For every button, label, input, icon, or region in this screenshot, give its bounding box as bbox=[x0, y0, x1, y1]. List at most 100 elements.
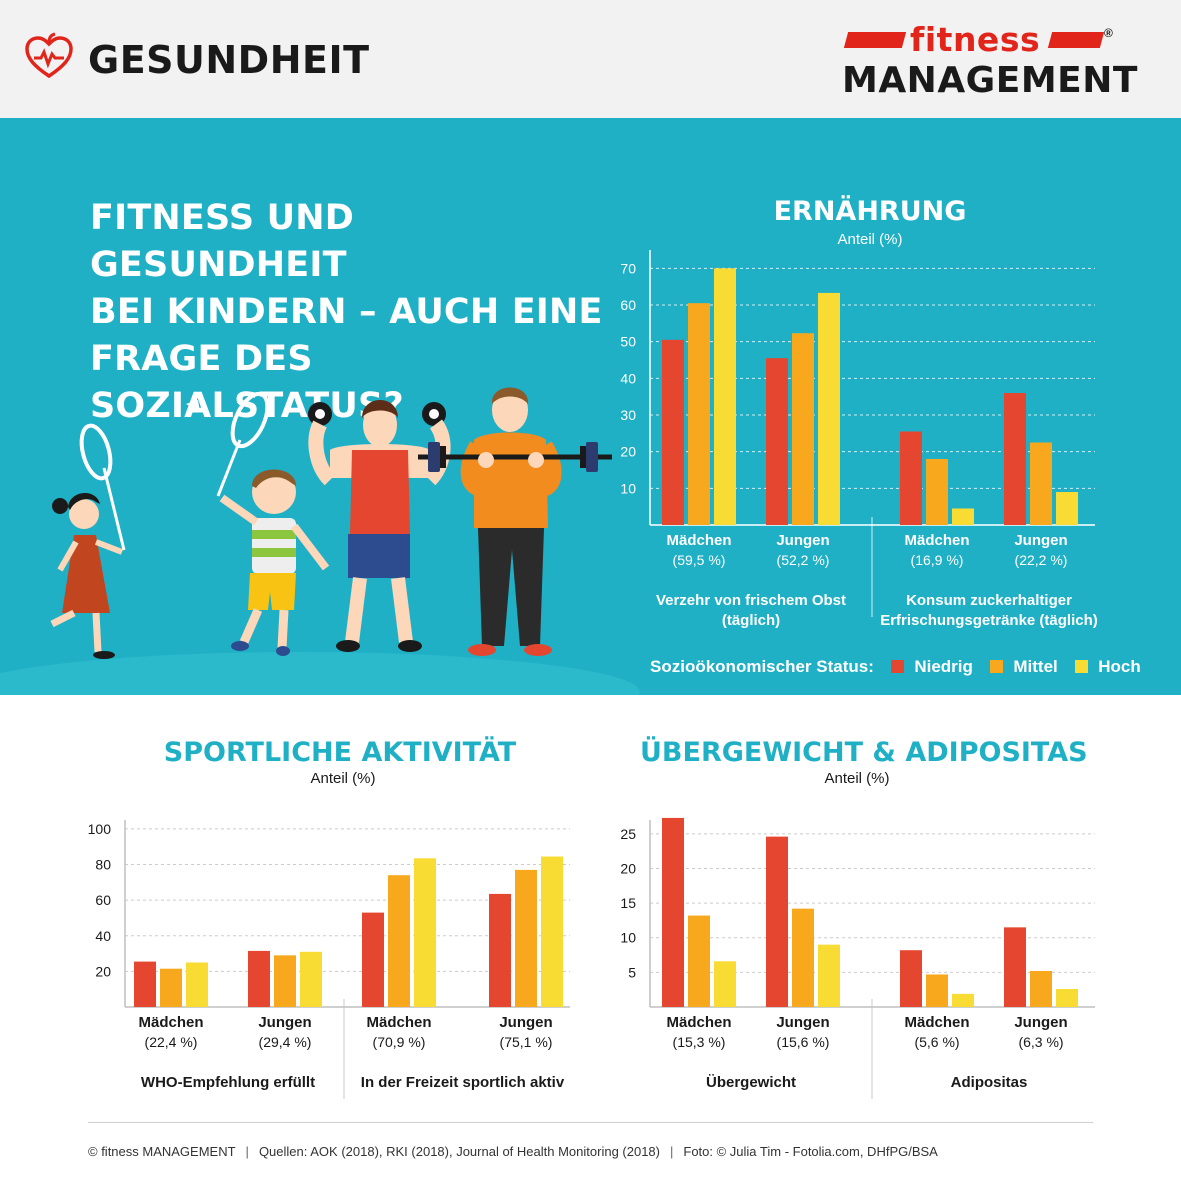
bar-hoch bbox=[714, 268, 736, 525]
chart-title-sport: SPORTLICHE AKTIVITÄT bbox=[163, 737, 517, 768]
bar-hoch bbox=[818, 944, 840, 1007]
bar-mittel bbox=[792, 333, 814, 525]
man-dumbbells-figure bbox=[308, 400, 451, 652]
category-label: Mädchen bbox=[666, 532, 731, 549]
y-tick-label: 100 bbox=[88, 821, 112, 837]
bar-niedrig bbox=[662, 817, 684, 1007]
chart-uebergewicht: 5 10 15 20 25 Mädchen (15,3 %) Jungen (15,6 %) Mä… bbox=[620, 817, 1095, 1099]
group-label: WHO-Empfehlung erfüllt bbox=[141, 1074, 315, 1091]
bar-mittel bbox=[688, 303, 710, 525]
category-label: Jungen bbox=[776, 532, 829, 549]
bar-niedrig bbox=[1004, 393, 1026, 525]
category-label: Jungen bbox=[258, 1014, 311, 1031]
boy-figure bbox=[216, 391, 330, 656]
chart-title-ernaehrung: ERNÄHRUNG bbox=[773, 196, 967, 227]
bar-niedrig bbox=[134, 961, 156, 1007]
headline: FITNESS UND GESUNDHEIT BEI KINDERN – AUC… bbox=[90, 195, 610, 430]
y-tick-label: 40 bbox=[620, 370, 636, 386]
bar-hoch bbox=[541, 856, 563, 1007]
bar-niedrig bbox=[248, 950, 270, 1007]
legend-item-hoch: Hoch bbox=[1098, 656, 1141, 676]
category-label: Jungen bbox=[1014, 532, 1067, 549]
bar-mittel bbox=[926, 974, 948, 1007]
bar-hoch bbox=[414, 858, 436, 1007]
footer-separator: | bbox=[669, 1144, 674, 1159]
y-tick-label: 60 bbox=[620, 297, 636, 313]
category-label: Mädchen bbox=[904, 1014, 969, 1031]
group-label: In der Freizeit sportlich aktiv bbox=[361, 1074, 565, 1091]
logo-fitness-text: fitness bbox=[910, 20, 1041, 59]
legend-swatch-niedrig bbox=[890, 660, 904, 674]
chart-ylabel-sport: Anteil (%) bbox=[310, 770, 376, 787]
bar-hoch bbox=[300, 951, 322, 1007]
bar-hoch bbox=[714, 961, 736, 1007]
y-tick-label: 10 bbox=[620, 480, 636, 496]
footer-photo: Foto: © Julia Tim - Fotolia.com, DHfPG/B… bbox=[683, 1144, 938, 1159]
category-label: Jungen bbox=[776, 1014, 829, 1031]
legend-swatch-mittel bbox=[989, 660, 1003, 674]
bar-hoch bbox=[952, 993, 974, 1007]
group-label: Adipositas bbox=[951, 1074, 1028, 1091]
bar-mittel bbox=[388, 875, 410, 1007]
group-label: Übergewicht bbox=[706, 1074, 796, 1091]
legend-item-mittel: Mittel bbox=[1013, 656, 1058, 676]
y-tick-label: 10 bbox=[620, 930, 636, 946]
logo-management-text: MANAGEMENT bbox=[842, 60, 1138, 101]
chart-ylabel-uebergewicht: Anteil (%) bbox=[824, 770, 890, 787]
heart-apple-icon bbox=[25, 32, 73, 79]
bar-hoch bbox=[1056, 492, 1078, 525]
footer-copyright: © fitness MANAGEMENT bbox=[88, 1144, 236, 1159]
chart-title-uebergewicht: ÜBERGEWICHT & ADIPOSITAS bbox=[640, 737, 1088, 768]
category-sublabel: (75,1 %) bbox=[500, 1034, 553, 1050]
y-tick-label: 25 bbox=[620, 826, 636, 842]
y-tick-label: 20 bbox=[95, 963, 111, 979]
category-sublabel: (15,6 %) bbox=[777, 1034, 830, 1050]
footer-separator: | bbox=[245, 1144, 249, 1159]
category-sublabel: (5,6 %) bbox=[914, 1034, 959, 1050]
footer-sources: Quellen: AOK (2018), RKI (2018), Journal… bbox=[258, 1144, 660, 1159]
bar-mittel bbox=[160, 968, 182, 1007]
category-label: Mädchen bbox=[666, 1014, 731, 1031]
bar-hoch bbox=[1056, 988, 1078, 1007]
bar-mittel bbox=[274, 955, 296, 1007]
y-tick-label: 15 bbox=[620, 895, 636, 911]
footer-divider bbox=[88, 1122, 1093, 1123]
category-sublabel: (15,3 %) bbox=[673, 1034, 726, 1050]
legend-swatch-hoch bbox=[1074, 660, 1088, 674]
category-label: Jungen bbox=[499, 1014, 552, 1031]
category-sublabel: (16,9 %) bbox=[911, 552, 964, 568]
page-section-title: GESUNDHEIT bbox=[88, 38, 370, 82]
bar-hoch bbox=[186, 962, 208, 1007]
bar-mittel bbox=[515, 869, 537, 1007]
y-tick-label: 50 bbox=[620, 334, 636, 350]
bar-mittel bbox=[1030, 970, 1052, 1007]
legend-label: Sozioökonomischer Status: bbox=[650, 656, 874, 676]
chart-ernaehrung: 10 20 30 40 50 60 70 Mädchen (59,5 %) Jungen (52,2… bbox=[620, 250, 1098, 629]
bar-mittel bbox=[926, 459, 948, 525]
y-tick-label: 5 bbox=[628, 964, 636, 980]
bar-niedrig bbox=[900, 950, 922, 1007]
group-label: Konsum zuckerhaltiger bbox=[906, 592, 1072, 609]
y-tick-label: 70 bbox=[620, 260, 636, 276]
legend-item-niedrig: Niedrig bbox=[914, 656, 973, 676]
y-tick-label: 30 bbox=[620, 407, 636, 423]
category-label: Mädchen bbox=[138, 1014, 203, 1031]
headline-line: BEI KINDERN – AUCH EINE bbox=[90, 292, 603, 332]
y-tick-label: 20 bbox=[620, 860, 636, 876]
bar-niedrig bbox=[1004, 927, 1026, 1007]
bar-mittel bbox=[688, 915, 710, 1007]
bar-hoch bbox=[818, 292, 840, 525]
girl-figure bbox=[50, 423, 126, 659]
man-barbell-figure bbox=[418, 387, 612, 656]
chart-sport: 20 40 60 80 100 Mädchen (22,4 %) Jungen (29,4 %)… bbox=[88, 820, 570, 1099]
bar-niedrig bbox=[766, 836, 788, 1007]
header: GESUNDHEIT fitness ® MANAGEMENT bbox=[0, 0, 1181, 118]
footer: © fitness MANAGEMENT | Quellen: AOK (2018)… bbox=[88, 1144, 938, 1159]
legend: Sozioökonomischer Status: Niedrig Mittel… bbox=[650, 656, 1141, 678]
logo-bar-left bbox=[843, 32, 907, 48]
logo-bar-right bbox=[1047, 32, 1105, 48]
category-label: Mädchen bbox=[904, 532, 969, 549]
bar-niedrig bbox=[766, 358, 788, 525]
category-sublabel: (29,4 %) bbox=[259, 1034, 312, 1050]
y-tick-label: 40 bbox=[95, 928, 111, 944]
